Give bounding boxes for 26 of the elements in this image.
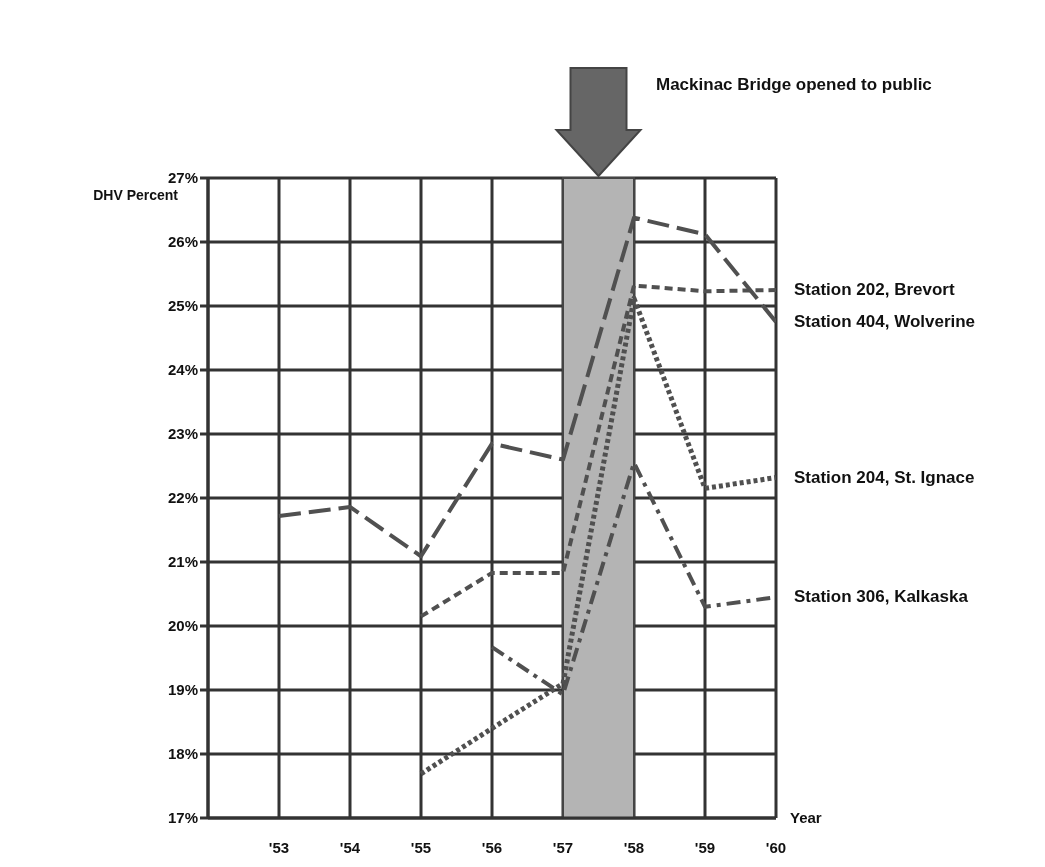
y-tick-label: 20% (167, 617, 198, 635)
x-tick-label: '53 (268, 838, 290, 856)
x-tick-label: '59 (694, 838, 716, 856)
series-label: Station 204, St. Ignace (794, 467, 975, 487)
text: Mackinac Bridge opened to public (656, 75, 932, 94)
y-tick-label: 19% (167, 681, 198, 699)
series-label: Station 404, Wolverine (794, 312, 976, 331)
x-tick-label: '55 (410, 838, 432, 856)
y-tick-label: 17% (167, 809, 198, 827)
series-label: Station 306, Kalkaska (794, 587, 969, 607)
x-tick-label: '57 (552, 838, 574, 856)
series-label: Station 202, Brevort (794, 280, 955, 299)
x-tick-label: '54 (339, 838, 361, 856)
y-tick-label: 25% (167, 297, 198, 315)
x-axis-title: Year (790, 809, 822, 826)
y-tick-label: 24% (167, 361, 198, 379)
y-tick-label: 27% (167, 169, 198, 187)
y-tick-label: 18% (167, 745, 198, 763)
x-tick-label: '56 (481, 838, 503, 856)
y-tick-label: 21% (167, 553, 198, 571)
y-tick-label: 22% (167, 489, 198, 507)
x-tick-label: '58 (623, 838, 645, 856)
y-axis-title: DHV Percent (93, 187, 179, 203)
y-tick-label: 26% (167, 233, 198, 251)
x-tick-label: '60 (765, 838, 787, 856)
y-tick-label: 23% (167, 425, 198, 443)
